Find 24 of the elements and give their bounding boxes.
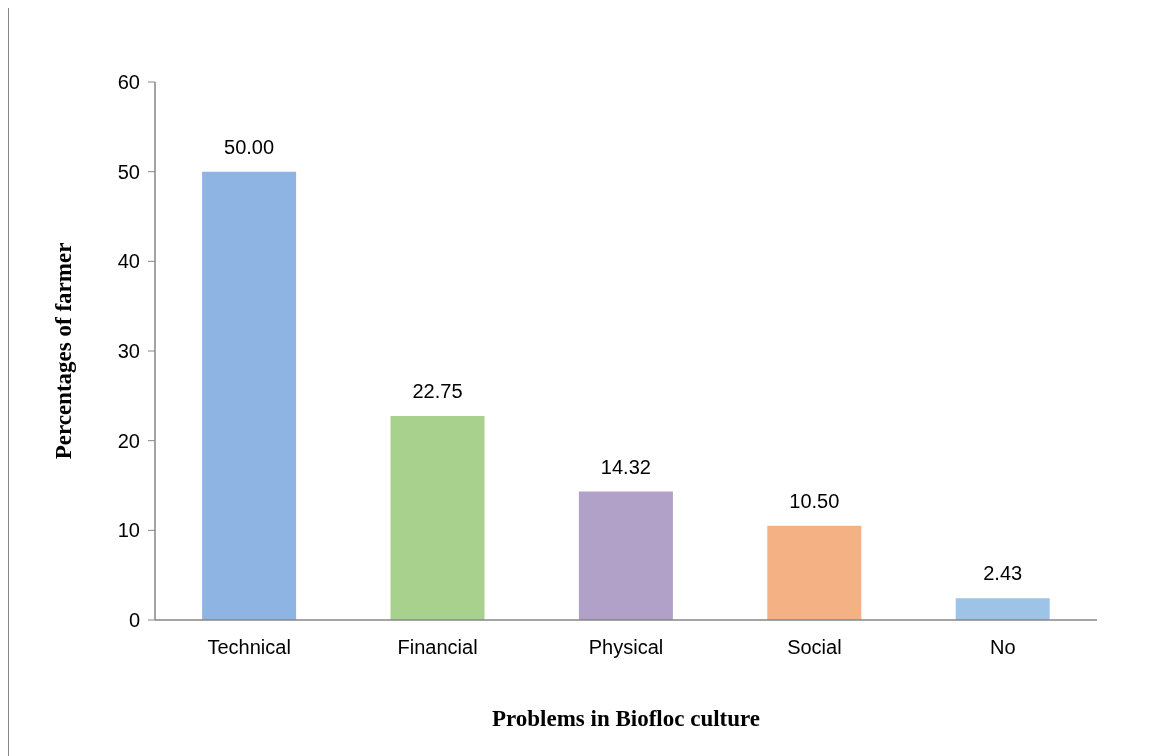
x-tick-label: Physical: [588, 636, 664, 659]
bar: [390, 416, 485, 620]
x-tick-label: Technical: [207, 636, 291, 659]
bar: [578, 491, 673, 620]
y-tick-label: 40: [117, 250, 140, 273]
y-tick-label: 50: [117, 160, 140, 183]
data-label: 14.32: [600, 455, 651, 478]
data-label: 2.43: [983, 562, 1023, 585]
x-tick-label: Financial: [397, 636, 478, 659]
x-tick-label: Social: [787, 636, 842, 659]
y-axis-title: Percentages of farmer: [50, 242, 76, 460]
bar: [202, 171, 297, 620]
data-label: 50.00: [224, 135, 275, 158]
y-tick-label: 30: [117, 340, 140, 363]
y-tick-label: 20: [117, 429, 140, 452]
y-tick-label: 60: [117, 71, 140, 94]
x-axis-title: Problems in Biofloc culture: [491, 705, 761, 731]
data-label: 10.50: [789, 489, 840, 512]
bar: [955, 598, 1050, 620]
x-tick-label: No: [990, 636, 1016, 659]
data-label: 22.75: [412, 380, 463, 403]
y-tick-label: 10: [117, 519, 140, 542]
bar: [767, 525, 862, 620]
y-tick-label: 0: [128, 609, 140, 632]
